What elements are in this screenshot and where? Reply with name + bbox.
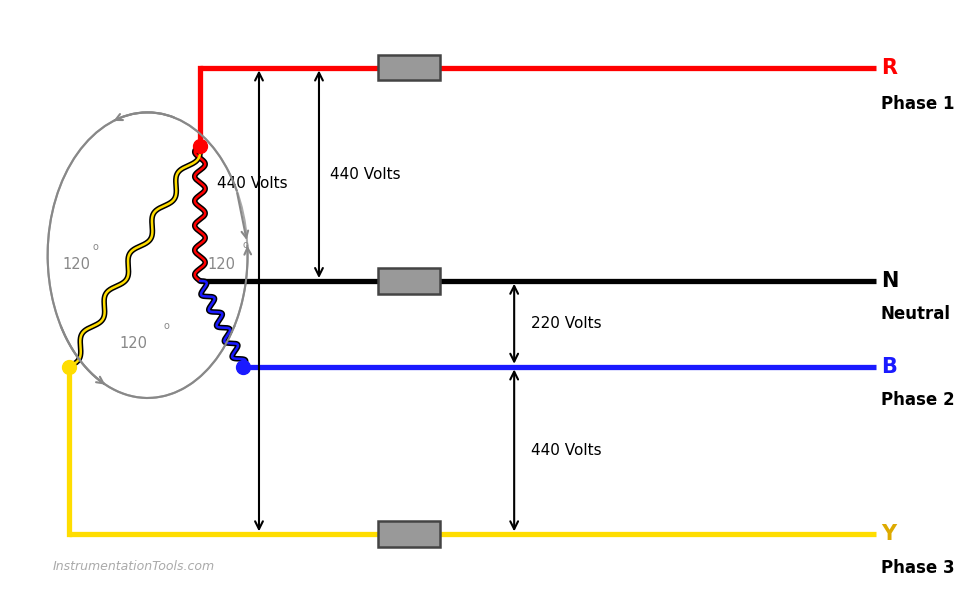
Text: 440 Volts: 440 Volts [217,176,287,191]
Text: 440 Volts: 440 Volts [532,443,602,458]
Text: Neutral: Neutral [880,305,950,324]
Text: o: o [164,321,170,331]
Text: 440 Volts: 440 Volts [331,167,401,182]
Text: 220 Volts: 220 Volts [532,316,602,331]
Text: InstrumentationTools.com: InstrumentationTools.com [53,560,215,573]
Text: 120: 120 [120,336,148,351]
Text: 120: 120 [208,257,236,272]
Text: Y: Y [880,524,896,544]
Text: o: o [92,242,99,252]
Text: o: o [242,240,249,251]
Text: 120: 120 [62,257,90,272]
Text: Phase 2: Phase 2 [880,391,954,409]
Bar [378,521,441,547]
Text: N: N [880,271,899,291]
Text: B: B [880,356,897,377]
Text: Phase 1: Phase 1 [880,95,954,113]
Text: Phase 3: Phase 3 [880,559,954,576]
Text: R: R [880,57,897,78]
Bar [378,268,441,294]
Bar [378,55,441,81]
